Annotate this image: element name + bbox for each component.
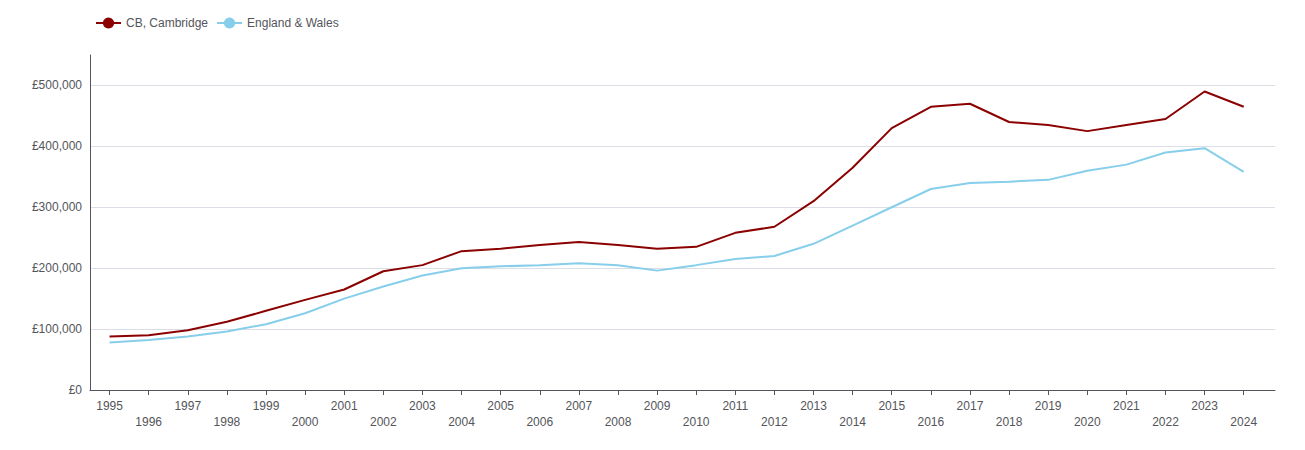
svg-text:2021: 2021 (1113, 399, 1140, 413)
svg-text:£400,000: £400,000 (32, 139, 82, 153)
svg-text:2012: 2012 (761, 415, 788, 429)
svg-text:2001: 2001 (331, 399, 358, 413)
svg-text:2013: 2013 (800, 399, 827, 413)
svg-text:2005: 2005 (487, 399, 514, 413)
svg-text:2015: 2015 (878, 399, 905, 413)
svg-text:2024: 2024 (1230, 415, 1257, 429)
svg-text:£100,000: £100,000 (32, 322, 82, 336)
svg-text:1996: 1996 (135, 415, 162, 429)
svg-text:2017: 2017 (957, 399, 984, 413)
svg-text:2006: 2006 (526, 415, 553, 429)
svg-text:1995: 1995 (96, 399, 123, 413)
svg-text:England & Wales: England & Wales (247, 16, 339, 30)
svg-text:2000: 2000 (292, 415, 319, 429)
svg-text:2010: 2010 (683, 415, 710, 429)
svg-text:2008: 2008 (605, 415, 632, 429)
svg-text:2023: 2023 (1191, 399, 1218, 413)
svg-text:1999: 1999 (253, 399, 280, 413)
svg-text:2011: 2011 (722, 399, 748, 413)
svg-text:2022: 2022 (1152, 415, 1179, 429)
svg-text:2019: 2019 (1035, 399, 1062, 413)
svg-text:£0: £0 (69, 383, 83, 397)
svg-text:2020: 2020 (1074, 415, 1101, 429)
svg-text:£300,000: £300,000 (32, 200, 82, 214)
svg-text:CB, Cambridge: CB, Cambridge (126, 16, 208, 30)
svg-text:2016: 2016 (917, 415, 944, 429)
svg-text:2014: 2014 (839, 415, 866, 429)
svg-text:2004: 2004 (448, 415, 475, 429)
svg-text:2007: 2007 (566, 399, 593, 413)
svg-text:2018: 2018 (996, 415, 1023, 429)
svg-text:1998: 1998 (214, 415, 241, 429)
svg-text:1997: 1997 (174, 399, 201, 413)
svg-text:£500,000: £500,000 (32, 78, 82, 92)
svg-text:2002: 2002 (370, 415, 397, 429)
svg-text:2009: 2009 (644, 399, 671, 413)
svg-text:2003: 2003 (409, 399, 436, 413)
svg-text:£200,000: £200,000 (32, 261, 82, 275)
